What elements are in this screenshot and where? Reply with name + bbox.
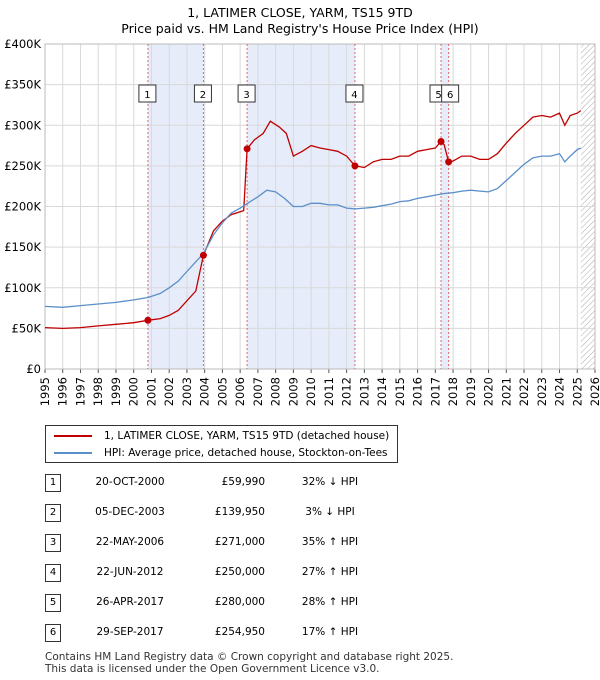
footer: Contains HM Land Registry data © Crown c… <box>45 651 453 675</box>
legend-hpi-swatch <box>54 452 92 454</box>
sale-number-label: 2 <box>200 90 206 101</box>
x-tick-label: 1998 <box>91 377 105 406</box>
transaction-hpi: 17% ↑ HPI <box>301 626 359 638</box>
x-tick-label: 2014 <box>375 377 389 406</box>
transaction-number: 6 <box>45 624 61 642</box>
transaction-price: £139,950 <box>214 506 265 518</box>
sale-number-box <box>345 84 364 103</box>
sale-number-label: 6 <box>447 90 453 101</box>
x-tick-label: 2026 <box>588 377 600 406</box>
sale-point <box>437 138 445 145</box>
legend-entry-hpi: HPI: Average price, detached house, Stoc… <box>54 445 388 461</box>
x-tick-label: 2025 <box>570 377 584 406</box>
x-tick-label: 1999 <box>109 377 123 406</box>
x-tick-label: 2012 <box>340 377 354 406</box>
transaction-price: £271,000 <box>214 536 265 548</box>
x-tick-label: 2015 <box>393 377 407 406</box>
legend-property-label: 1, LATIMER CLOSE, YARM, TS15 9TD (detach… <box>104 430 390 442</box>
sale-number-label: 3 <box>243 90 249 101</box>
y-tick-label: £400K <box>4 37 41 51</box>
x-tick-label: 2006 <box>233 377 247 406</box>
y-tick-label: £150K <box>4 240 41 254</box>
x-tick-label: 2011 <box>322 377 336 406</box>
y-tick-label: £300K <box>4 118 41 132</box>
legend-hpi-label: HPI: Average price, detached house, Stoc… <box>104 447 388 459</box>
x-tick-label: 2023 <box>535 377 549 406</box>
transaction-price: £59,990 <box>221 476 265 488</box>
sale-number-box <box>237 84 256 103</box>
legend-property-swatch <box>54 435 92 437</box>
x-tick-label: 2007 <box>251 377 265 406</box>
transaction-number: 4 <box>45 564 61 582</box>
x-tick-label: 2003 <box>180 377 194 406</box>
x-tick-label: 2022 <box>517 377 531 406</box>
x-tick-label: 2001 <box>144 377 158 406</box>
x-tick-label: 2017 <box>428 377 442 406</box>
y-tick-label: £350K <box>4 78 41 92</box>
x-tick-label: 2020 <box>482 377 496 406</box>
sale-point <box>243 145 251 153</box>
x-tick-label: 1996 <box>56 377 70 406</box>
hpi-line <box>44 147 582 308</box>
x-tick-label: 2021 <box>499 377 513 406</box>
y-tick-label: £0 <box>26 362 41 376</box>
price-chart: 1, LATIMER CLOSE, YARM, TS15 9TD Price p… <box>4 5 600 406</box>
sale-point <box>199 251 207 259</box>
x-tick-label: 1997 <box>73 377 87 406</box>
sale-number-box <box>441 84 460 103</box>
footer-copyright: Contains HM Land Registry data © Crown c… <box>45 651 454 663</box>
transaction-date: 22-MAY-2006 <box>95 536 165 548</box>
legend-entry-property: 1, LATIMER CLOSE, YARM, TS15 9TD (detach… <box>54 428 389 444</box>
plot-frame <box>44 43 596 370</box>
sale-point <box>351 162 359 170</box>
x-tick-label: 2004 <box>198 377 212 406</box>
x-tick-label: 2010 <box>304 377 318 406</box>
x-tick-label: 2024 <box>553 377 567 406</box>
x-tick-label: 2008 <box>269 377 283 406</box>
x-tick-label: 2018 <box>446 377 460 406</box>
y-tick-label: £200K <box>4 200 41 214</box>
transaction-price: £254,950 <box>214 626 265 638</box>
chart-subtitle: Price paid vs. HM Land Registry's House … <box>121 21 478 36</box>
sale-point <box>445 158 453 166</box>
sale-number-label: 1 <box>144 90 150 101</box>
y-tick-label: £100K <box>4 281 41 295</box>
sale-point <box>144 316 152 324</box>
y-tick-label: £50K <box>12 321 42 335</box>
sale-number-label: 5 <box>435 90 441 101</box>
x-tick-label: 1995 <box>38 377 52 406</box>
x-tick-label: 2002 <box>162 377 176 406</box>
x-tick-label: 2009 <box>286 377 300 406</box>
transaction-number: 2 <box>45 504 61 522</box>
x-tick-label: 2013 <box>357 377 371 406</box>
transaction-hpi: 27% ↑ HPI <box>301 566 359 578</box>
transaction-date: 05-DEC-2003 <box>95 506 165 518</box>
transaction-hpi: 32% ↓ HPI <box>301 476 359 488</box>
transaction-date: 22-JUN-2012 <box>96 566 164 578</box>
x-tick-label: 2005 <box>215 377 229 406</box>
transaction-date: 29-SEP-2017 <box>96 626 164 638</box>
transaction-hpi: 28% ↑ HPI <box>301 596 359 608</box>
chart-title: 1, LATIMER CLOSE, YARM, TS15 9TD <box>187 5 413 20</box>
transaction-price: £280,000 <box>214 596 265 608</box>
transaction-price: £250,000 <box>214 566 265 578</box>
transaction-number: 5 <box>45 594 61 612</box>
x-tick-label: 2000 <box>127 377 141 406</box>
transaction-date: 26-APR-2017 <box>96 596 164 608</box>
chart-legend: 1, LATIMER CLOSE, YARM, TS15 9TD (detach… <box>45 425 398 463</box>
footer-licence: This data is licensed under the Open Gov… <box>45 663 380 675</box>
x-tick-label: 2019 <box>464 377 478 406</box>
x-tick-label: 2016 <box>411 377 425 406</box>
transaction-hpi: 3% ↓ HPI <box>305 506 355 518</box>
sale-number-label: 4 <box>351 90 357 101</box>
y-tick-label: £250K <box>4 159 41 173</box>
property-price-line <box>44 110 582 330</box>
transaction-date: 20-OCT-2000 <box>95 476 165 488</box>
transaction-hpi: 35% ↑ HPI <box>301 536 359 548</box>
sale-number-box <box>193 84 212 103</box>
transaction-number: 1 <box>45 474 61 492</box>
transaction-number: 3 <box>45 534 61 552</box>
sale-number-box <box>138 84 157 103</box>
